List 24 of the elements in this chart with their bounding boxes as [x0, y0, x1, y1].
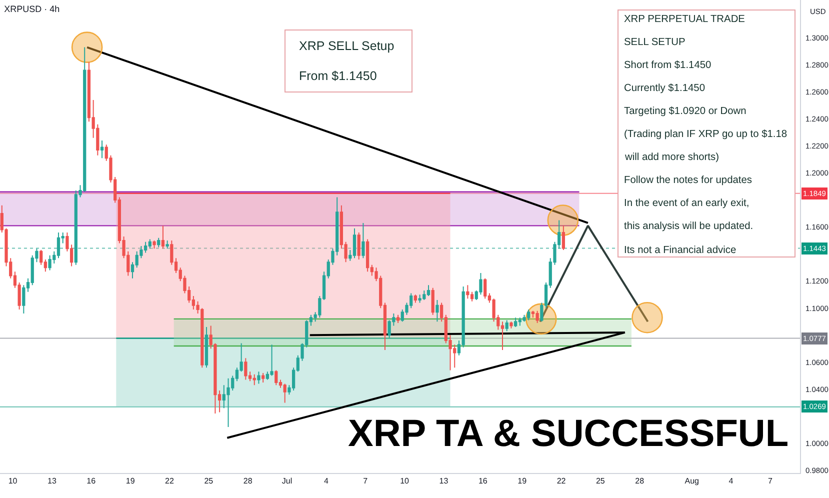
text: XRP PERPETUAL TRADE SELL SETUP Short from $1.1450 Currently $1.1450 Targeting $1.0920 or Down (Trading plan IF XRP go up to $1.18 will add more shorts) Follow the notes for updates In the event of an early exit, this analysis will be updated. Its not a Financial advice: [624, 14, 788, 256]
x-tick-label: 25: [596, 476, 606, 486]
x-tick-label: 4: [324, 476, 329, 486]
annotation: XRP TA & SUCCESSFUL: [348, 413, 789, 455]
x-tick-label: 19: [518, 476, 528, 486]
x-tick-label: Jul: [282, 476, 292, 486]
x-tick-label: 19: [126, 476, 136, 486]
x-tick-label: 13: [48, 476, 57, 486]
text: XRPUSD · 4h: [4, 4, 60, 14]
x-tick-label: 7: [363, 476, 368, 486]
x-tick-label: 28: [243, 476, 253, 486]
x-tick-label: Aug: [684, 476, 699, 486]
x-tick-label: 16: [86, 476, 96, 486]
x-tick-label: 16: [478, 476, 488, 486]
text: XRP SELL Setup From $1.1450: [299, 39, 394, 83]
x-tick-label: 7: [768, 476, 773, 486]
x-tick-label: 22: [556, 476, 566, 486]
x-tick-label: 10: [400, 476, 410, 486]
x-tick-label: 28: [635, 476, 645, 486]
x-tick-label: 22: [165, 476, 174, 486]
x-tick-label: 4: [728, 476, 734, 486]
x-tick-label: 25: [204, 476, 214, 486]
x-tick-label: 10: [8, 476, 18, 486]
x-tick-label: 13: [439, 476, 449, 486]
